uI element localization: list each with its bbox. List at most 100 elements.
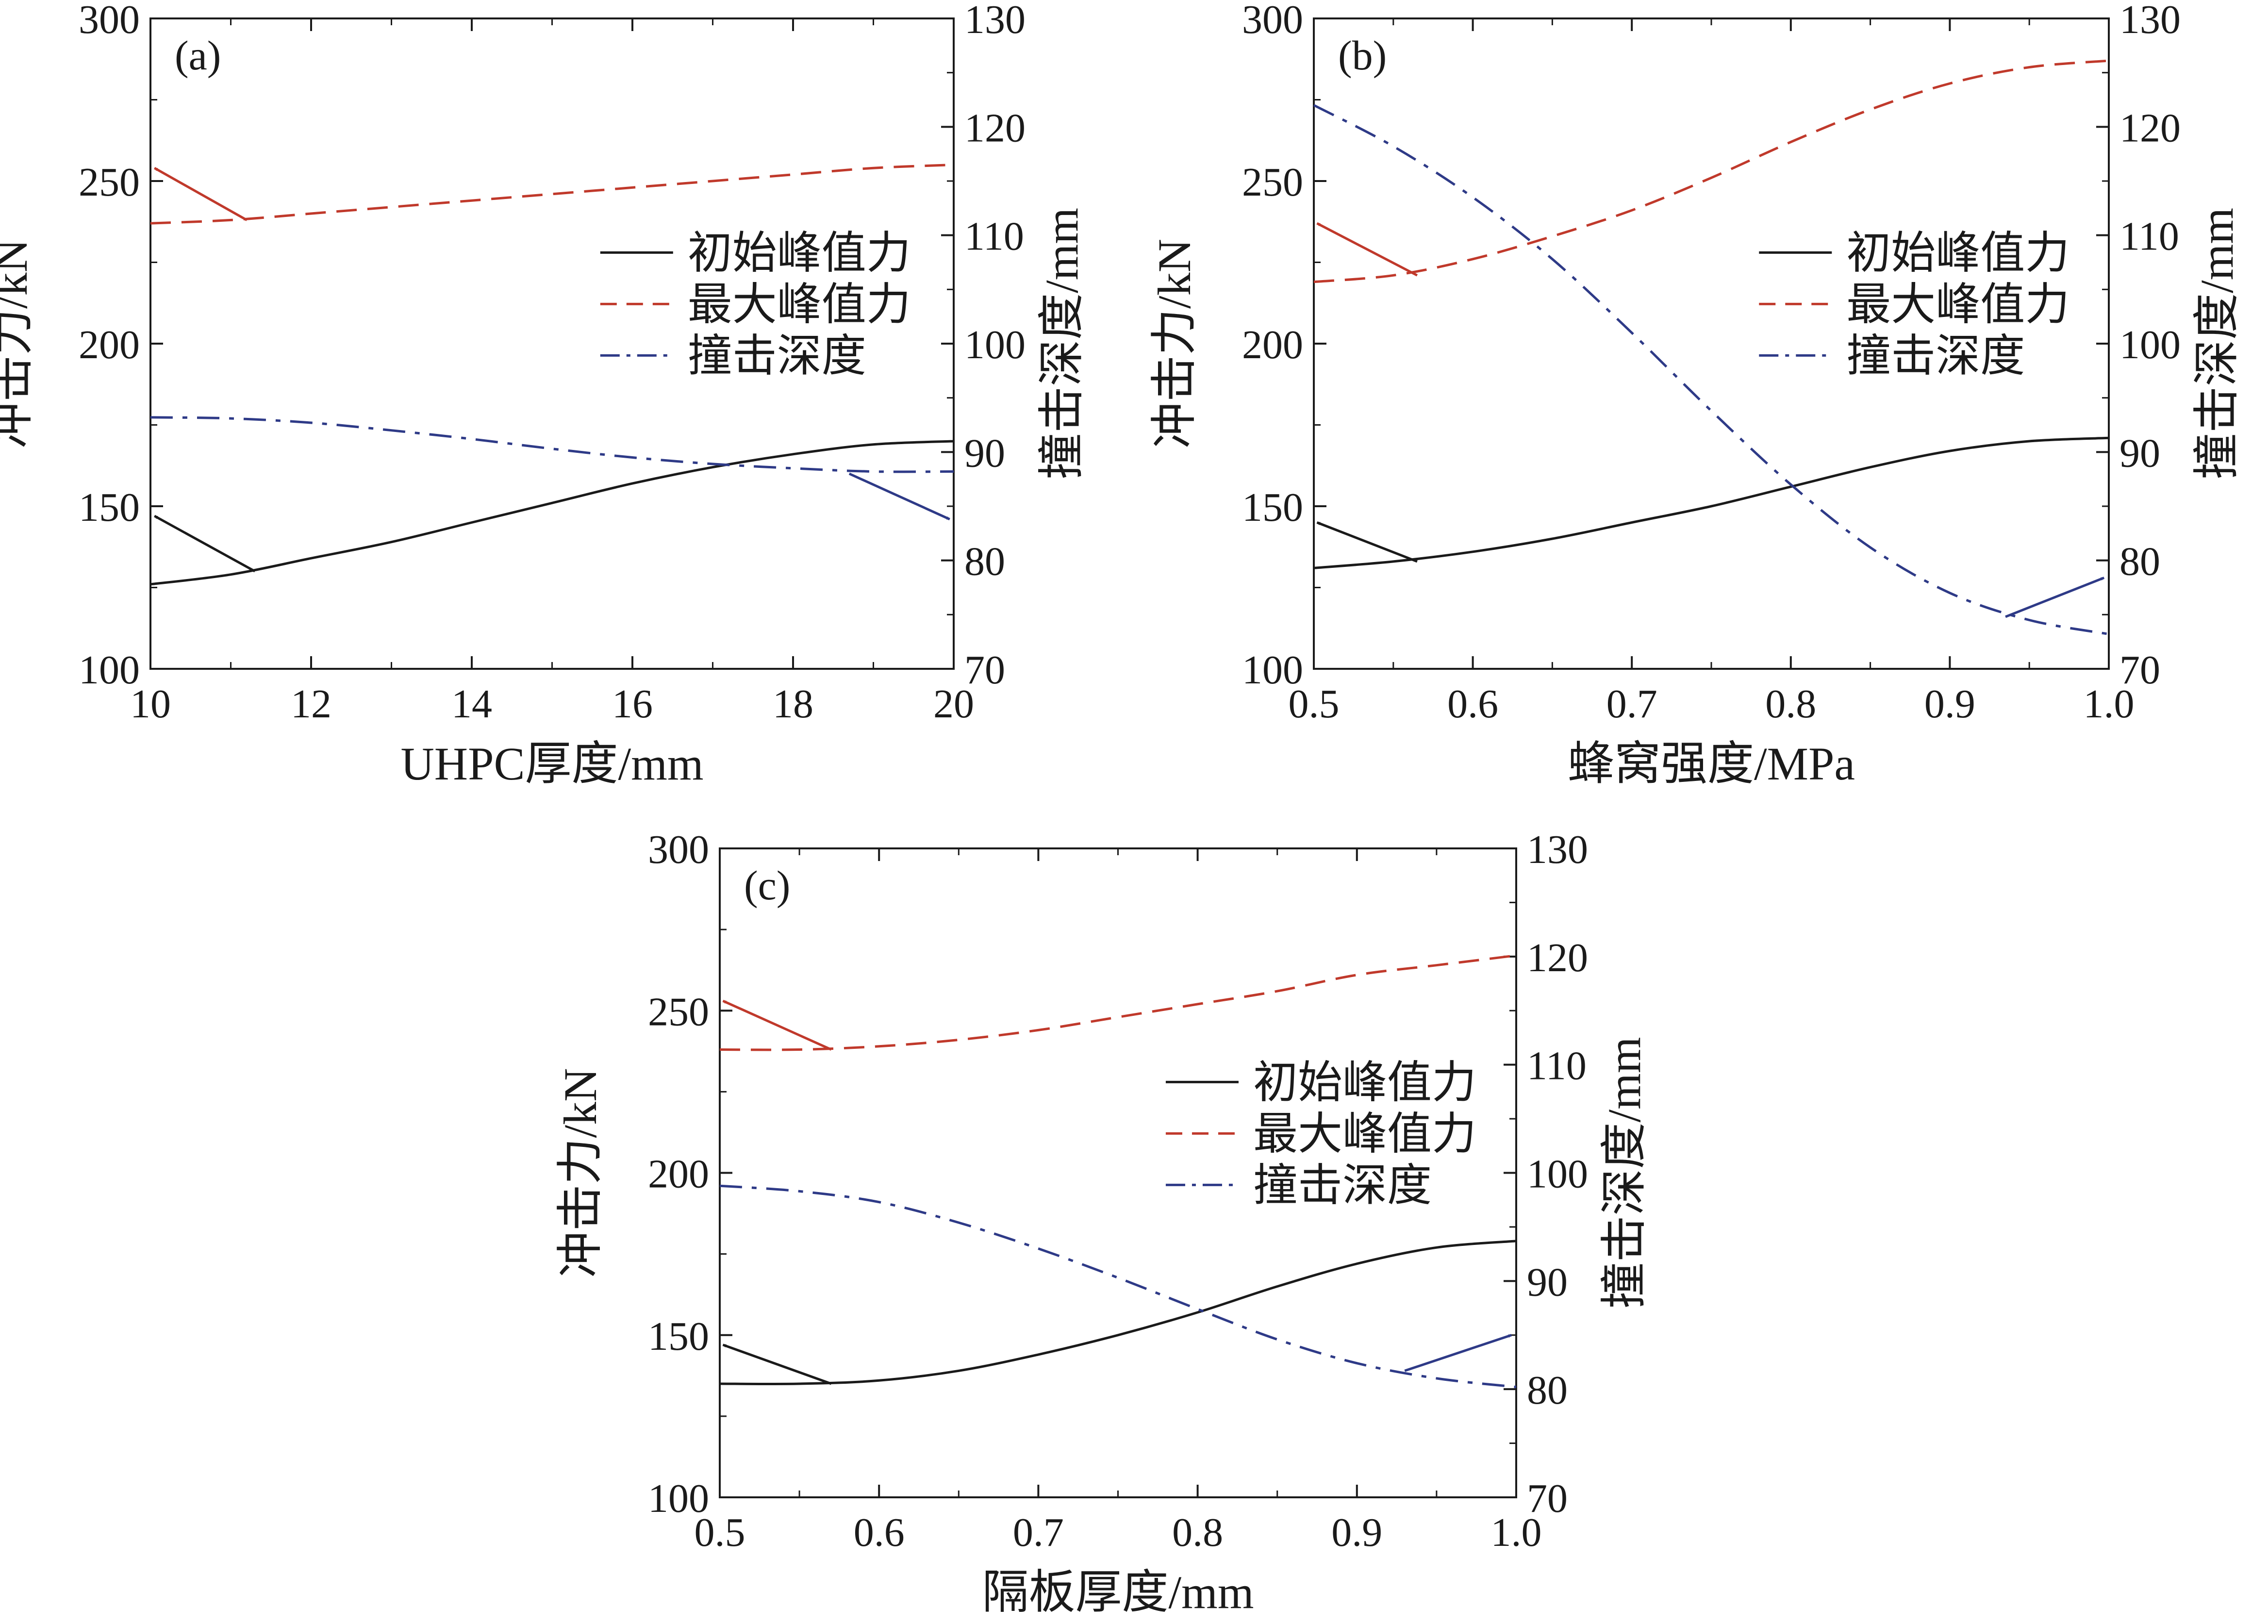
y-right-axis-title: 撞击深度/mm — [1036, 208, 1088, 480]
x-axis-title: UHPC厚度/mm — [400, 738, 703, 790]
x-tick-label: 1.0 — [1491, 1510, 1542, 1555]
y-right-tick-label: 90 — [1527, 1259, 1568, 1305]
x-axis-title: 隔板厚度/mm — [982, 1566, 1254, 1618]
y-right-tick-label: 90 — [2119, 431, 2160, 476]
y-left-tick-label: 250 — [79, 160, 140, 205]
y-right-tick-label: 100 — [1527, 1152, 1588, 1197]
y-right-tick-label: 80 — [2119, 539, 2160, 584]
axis-indicator-arrow-3 — [2005, 577, 2105, 618]
y-left-tick-label: 100 — [79, 647, 140, 693]
y-left-tick-label: 250 — [1242, 160, 1303, 205]
axis-indicator-arrow-2 — [1316, 521, 1418, 563]
y-right-tick-label: 130 — [1527, 827, 1588, 872]
chart-panel-c: 0.5 0.6 0.7 0.8 0.9 1.0 100 150 200 250 300 70 80 90 1… — [554, 827, 1650, 1618]
x-tick-label: 0.5 — [695, 1510, 745, 1555]
y-right-tick-label: 110 — [2119, 214, 2179, 259]
x-tick-label: 0.9 — [1924, 681, 1975, 727]
x-axis-title: 蜂窝强度/MPa — [1568, 738, 1855, 790]
x-tick-label: 0.9 — [1331, 1510, 1382, 1555]
y-left-axis-title: 冲击力/kN — [0, 239, 37, 448]
panel-label: (c) — [744, 862, 790, 909]
y-right-tick-label: 70 — [964, 647, 1005, 693]
panel-label: (b) — [1338, 32, 1387, 79]
chart-panel-b: 0.5 0.6 0.7 0.8 0.9 1.0 100 150 200 250 300 70 80 90 1… — [1148, 0, 2243, 790]
y-right-tick-label: 120 — [2119, 105, 2181, 150]
y-left-tick-label: 300 — [1242, 0, 1303, 42]
y-right-tick-label: 130 — [2119, 0, 2181, 42]
legend-label-2: 最大峰值力 — [1846, 280, 2069, 329]
y-left-tick-label: 150 — [648, 1314, 709, 1359]
y-right-tick-label: 80 — [1527, 1368, 1568, 1413]
legend-label-2: 最大峰值力 — [1253, 1109, 1476, 1159]
series-line-3 — [1313, 104, 2109, 635]
y-right-tick-label: 120 — [1527, 935, 1588, 980]
y-left-tick-label: 200 — [1242, 322, 1303, 367]
y-left-tick-label: 100 — [1242, 647, 1303, 693]
legend-label-1: 初始峰值力 — [1253, 1058, 1476, 1107]
series-line-2 — [1313, 59, 2109, 283]
y-right-tick-label: 110 — [1527, 1044, 1587, 1089]
axis-indicator-arrow-1 — [154, 167, 248, 221]
series-line-1 — [1313, 436, 2109, 569]
x-tick-label: 20 — [933, 681, 974, 727]
y-left-tick-label: 150 — [79, 485, 140, 530]
x-tick-label: 0.5 — [1289, 681, 1340, 727]
y-right-tick-label: 80 — [964, 539, 1005, 584]
y-right-axis-title: 撞击深度/mm — [2191, 208, 2243, 480]
axis-indicator-arrow-1 — [1316, 222, 1418, 277]
y-left-tick-label: 300 — [79, 0, 140, 42]
y-left-tick-label: 200 — [648, 1152, 709, 1197]
y-right-tick-label: 70 — [1527, 1476, 1568, 1521]
y-right-tick-label: 100 — [964, 322, 1026, 367]
x-tick-label: 0.8 — [1765, 681, 1816, 727]
x-tick-label: 16 — [612, 681, 653, 727]
x-tick-label: 0.6 — [1447, 681, 1498, 727]
y-left-tick-label: 300 — [648, 827, 709, 872]
x-tick-label: 0.8 — [1172, 1510, 1223, 1555]
legend-label-1: 初始峰值力 — [688, 228, 911, 278]
legend-label-3: 撞击深度 — [1253, 1160, 1432, 1210]
x-tick-label: 0.6 — [854, 1510, 905, 1555]
y-right-axis-title: 撞击深度/mm — [1598, 1037, 1650, 1309]
legend-label-2: 最大峰值力 — [688, 280, 911, 329]
axis-indicator-arrow-2 — [722, 1343, 832, 1385]
axis-indicator-arrow-3 — [1404, 1334, 1512, 1372]
y-right-tick-label: 100 — [2119, 322, 2181, 367]
axis-indicator-arrow-1 — [722, 999, 832, 1051]
series-line-2 — [719, 954, 1517, 1051]
y-right-tick-label: 90 — [964, 431, 1005, 476]
x-tick-label: 18 — [773, 681, 813, 727]
x-tick-label: 12 — [291, 681, 331, 727]
series-line-3 — [719, 1184, 1517, 1389]
axis-indicator-arrow-2 — [154, 514, 256, 573]
x-tick-label: 14 — [451, 681, 492, 727]
y-left-tick-label: 200 — [79, 322, 140, 367]
legend-label-1: 初始峰值力 — [1846, 228, 2069, 278]
y-left-tick-label: 250 — [648, 989, 709, 1034]
panel-label: (a) — [175, 32, 221, 79]
series-line-3 — [150, 416, 954, 473]
legend-label-3: 撞击深度 — [1846, 331, 2025, 381]
y-right-tick-label: 130 — [964, 0, 1026, 42]
y-left-axis-title: 冲击力/kN — [554, 1068, 606, 1278]
y-right-tick-label: 110 — [964, 214, 1024, 259]
series-line-1 — [150, 440, 954, 586]
axis-indicator-arrow-3 — [848, 472, 950, 521]
series-line-1 — [719, 1240, 1517, 1385]
y-left-tick-label: 150 — [1242, 485, 1303, 530]
y-right-tick-label: 120 — [964, 105, 1026, 150]
chart-panel-a: 10 12 14 16 18 20 100 150 200 250 300 70 80 90 100 110 1… — [0, 0, 1088, 790]
y-left-axis-title: 冲击力/kN — [1148, 239, 1200, 448]
y-right-tick-label: 70 — [2119, 647, 2160, 693]
y-left-tick-label: 100 — [648, 1476, 709, 1521]
x-tick-label: 1.0 — [2084, 681, 2135, 727]
x-tick-label: 10 — [130, 681, 171, 727]
x-tick-label: 0.7 — [1013, 1510, 1064, 1555]
x-tick-label: 0.7 — [1606, 681, 1657, 727]
legend-label-3: 撞击深度 — [688, 331, 866, 381]
series-line-2 — [150, 164, 954, 225]
